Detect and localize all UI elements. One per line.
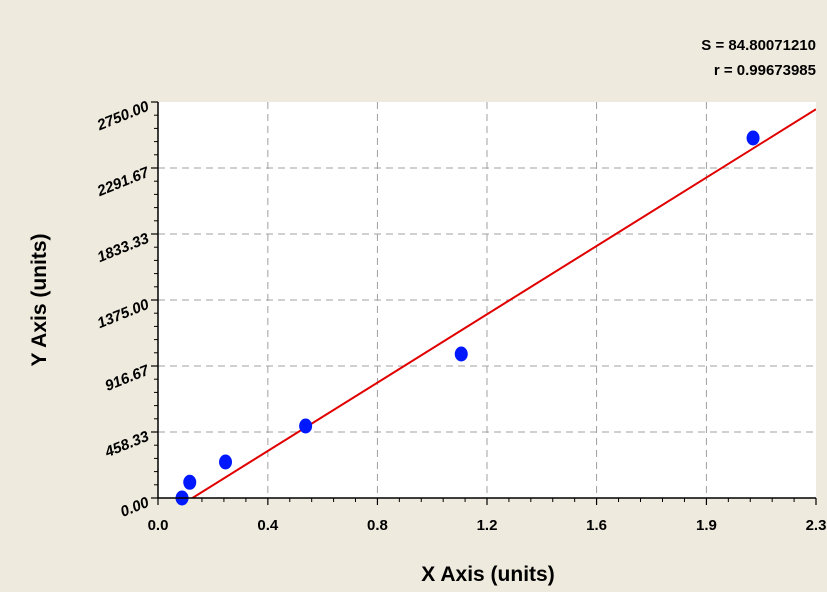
y-axis-title: Y Axis (units) [28, 233, 51, 366]
data-point-1 [183, 474, 197, 490]
x-tick-label-6: 2.3 [806, 517, 827, 534]
x-tick-label-1: 0.4 [257, 517, 279, 534]
x-tick-label-3: 1.2 [477, 517, 498, 534]
x-tick-label-2: 0.8 [367, 517, 388, 534]
x-tick-label-5: 1.9 [696, 517, 717, 534]
gridlines [158, 102, 816, 498]
data-point-4 [454, 346, 468, 362]
stat-r-value: r = 0.99673985 [714, 62, 816, 79]
axes [151, 101, 817, 505]
data-points [175, 130, 760, 506]
data-point-5 [746, 130, 760, 146]
fit-line-group [190, 108, 816, 498]
x-axis-title: X Axis (units) [421, 563, 554, 586]
fit-line [190, 108, 816, 498]
x-tick-label-4: 1.6 [586, 517, 607, 534]
stat-s-value: S = 84.80071210 [701, 37, 816, 54]
x-tick-label-0: 0.0 [148, 517, 169, 534]
data-point-3 [299, 418, 313, 434]
data-point-2 [219, 454, 233, 470]
